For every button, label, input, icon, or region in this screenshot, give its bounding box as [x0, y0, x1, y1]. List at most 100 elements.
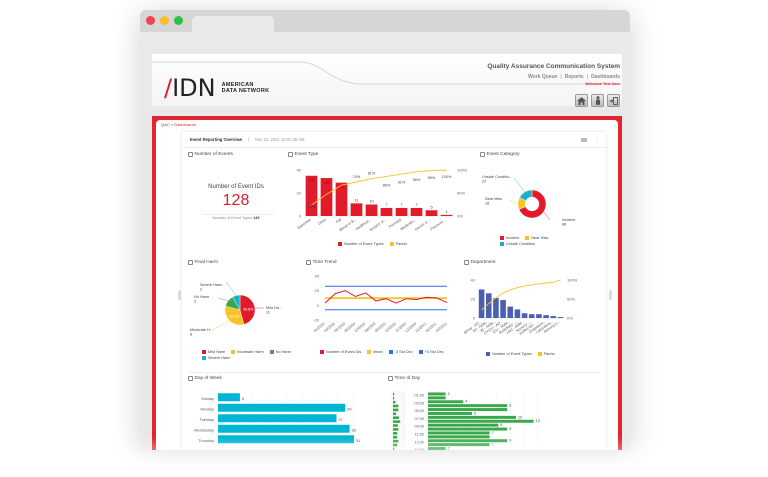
card-menu-icon[interactable] — [464, 260, 469, 265]
svg-text:0: 0 — [317, 303, 320, 308]
card-department: Department 0 20 40 0% 50% 100% Emergency - AD.… — [464, 260, 584, 368]
card-menu-icon[interactable] — [188, 376, 193, 381]
browser-tab[interactable] — [192, 16, 274, 32]
user-icon — [595, 96, 600, 105]
card-title-event-category: Event Category — [486, 152, 520, 157]
time-trend-legend: Number of Event IDs Mean -3 Std Dev +3 S… — [320, 350, 456, 354]
event-category-legend: Incident Near Miss Unsafe Condition — [500, 236, 580, 246]
svg-text:Pressure ...: Pressure ... — [430, 218, 447, 232]
legend-item[interactable]: Number of Event Types — [486, 352, 532, 356]
svg-text:Severe Harm: Severe Harm — [200, 283, 222, 287]
svg-text:Perinatal: Perinatal — [388, 217, 402, 229]
svg-text:No Harm: No Harm — [194, 295, 209, 299]
card-menu-icon[interactable] — [188, 260, 193, 265]
tab-event-reporting-overview[interactable]: Event Reporting Overview — [190, 137, 250, 142]
svg-text:0%: 0% — [457, 214, 463, 219]
svg-text:09:00: 09:00 — [414, 425, 424, 429]
browser-window: /IDN AMERICAN DATA NETWORK Quality Assur… — [140, 10, 630, 450]
legend-item[interactable]: Pareto — [537, 352, 555, 356]
time-trend-chart[interactable]: -20 0 20 40 03/202004/202005/202006/202007/2… — [306, 268, 456, 350]
svg-text:86%: 86% — [383, 183, 391, 187]
final-harm-chart[interactable]: 45.8% Mild Ha...11 33.3% Moderate H...8 No H… — [188, 268, 300, 348]
logout-icon — [609, 96, 618, 105]
legend-item[interactable]: Number of Event IDs — [320, 350, 361, 354]
legend-item[interactable]: Pareto — [389, 242, 407, 246]
legend-item[interactable]: Severe Harm — [202, 356, 230, 360]
svg-text:08/2020: 08/2020 — [364, 322, 377, 333]
card-title-time-trend: Time Trend — [312, 260, 337, 265]
company-logo[interactable]: /IDN AMERICAN DATA NETWORK — [164, 76, 269, 100]
card-event-category: Event Category Incident 88 Near Miss 18 Unsa… — [480, 152, 580, 252]
svg-text:100%: 100% — [457, 168, 468, 173]
event-type-chart[interactable]: 0 20 40 0% 50% 100% 35 Specimen 33 Other 29 Fall 11 B… — [288, 160, 476, 250]
minimize-window-button[interactable] — [160, 16, 169, 25]
more-options-icon[interactable]: ⋮ — [595, 137, 600, 143]
user-button[interactable] — [591, 94, 604, 107]
legend-item[interactable]: Number of Event Types — [338, 242, 384, 246]
svg-text:01:00: 01:00 — [414, 393, 424, 397]
svg-text:81%: 81% — [368, 172, 376, 176]
card-menu-icon[interactable] — [306, 260, 311, 265]
svg-text:Monday: Monday — [200, 407, 214, 411]
logout-button[interactable] — [607, 94, 620, 107]
svg-text:03:00: 03:00 — [414, 401, 424, 405]
legend-item[interactable]: -3 Std Dev — [388, 350, 413, 354]
card-title-number-of-events: Number of Events — [194, 152, 233, 157]
fullscreen-icon[interactable] — [581, 138, 587, 142]
card-final-harm: Final Harm 45.8% Mild Ha... 11 33.3% Moderat… — [188, 260, 300, 368]
dashboard-timestamp: Mar 22, 2021 10:01:40 AM — [255, 137, 305, 142]
svg-text:20: 20 — [297, 191, 302, 196]
svg-text:Moderate H...: Moderate H... — [190, 328, 213, 332]
left-scroll-handle[interactable] — [178, 290, 181, 300]
card-menu-icon[interactable] — [288, 152, 293, 157]
card-menu-icon[interactable] — [388, 376, 393, 381]
svg-text:0: 0 — [299, 214, 302, 219]
svg-text:99%: 99% — [428, 176, 436, 180]
card-menu-icon[interactable] — [480, 152, 485, 157]
maximize-window-button[interactable] — [174, 16, 183, 25]
legend-item[interactable]: +3 Std Dev — [418, 350, 444, 354]
main-content: QAC > Dashboards Event Reporting Overvie… — [156, 120, 618, 450]
nav-dashboards[interactable]: Dashboards — [591, 74, 620, 80]
browser-address-bar[interactable] — [140, 32, 630, 48]
dashboard-tools: ⋮ — [581, 137, 600, 143]
legend-item[interactable]: Moderate Harm — [231, 350, 264, 354]
header-nav: Work Queue | Reports | Dashboards — [528, 74, 620, 80]
svg-text:22: 22 — [482, 180, 486, 184]
svg-text:06/2020: 06/2020 — [344, 322, 357, 333]
logo-mark: /IDN — [164, 74, 216, 102]
close-window-button[interactable] — [146, 16, 155, 25]
legend-item[interactable]: No Harm — [269, 350, 291, 354]
svg-text:Incident: Incident — [562, 218, 576, 222]
nav-reports[interactable]: Reports — [564, 74, 584, 80]
card-menu-icon[interactable] — [188, 152, 193, 157]
svg-text:Near Miss: Near Miss — [485, 197, 502, 201]
svg-text:-20: -20 — [313, 318, 320, 323]
nav-work-queue[interactable]: Work Queue — [528, 74, 558, 80]
svg-text:12/2020: 12/2020 — [405, 322, 418, 333]
breadcrumb-root[interactable]: QAC — [161, 122, 170, 127]
svg-text:4: 4 — [465, 400, 467, 404]
right-scroll-handle[interactable] — [609, 290, 612, 300]
card-title-day-of-week: Day of Week — [194, 376, 222, 381]
svg-text:18: 18 — [485, 202, 489, 206]
home-button[interactable] — [575, 94, 588, 107]
svg-text:24%: 24% — [308, 205, 316, 209]
legend-item[interactable]: Near Miss — [525, 236, 548, 240]
legend-item[interactable]: Mean — [367, 350, 383, 354]
department-legend: Number of Event Types Pareto — [486, 352, 555, 356]
card-event-type: Event Type 0 20 40 0% 50% 100% 35 Specimen 33 Oth… — [288, 152, 476, 252]
svg-text:12: 12 — [536, 419, 540, 423]
legend-item[interactable]: Unsafe Condition — [500, 242, 535, 246]
svg-text:2: 2 — [200, 288, 202, 292]
legend-item[interactable]: Mild Harm — [202, 350, 225, 354]
svg-text:01/2021: 01/2021 — [415, 322, 428, 333]
breadcrumb-separator: > — [170, 122, 174, 127]
card-time-trend: Time Trend -20 0 20 40 03/2020 04/2020 05/2020… — [306, 260, 456, 368]
card-title-event-type: Event Type — [294, 152, 319, 157]
kpi-sub: Number of Event Types 145 — [212, 216, 260, 220]
svg-text:50%: 50% — [457, 191, 465, 196]
legend-item[interactable]: Incident — [500, 236, 519, 240]
